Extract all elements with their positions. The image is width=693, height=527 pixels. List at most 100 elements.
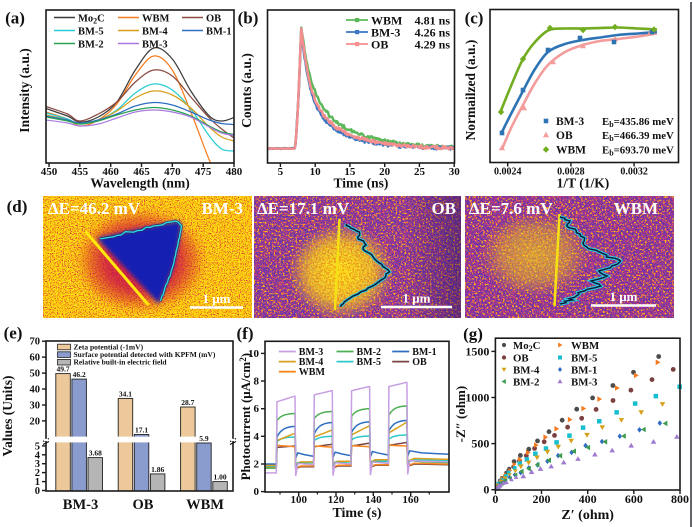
svg-text:WBM: WBM xyxy=(299,367,326,378)
svg-text:Normailzed (a.u.): Normailzed (a.u.) xyxy=(463,40,478,141)
svg-text:46.2: 46.2 xyxy=(73,370,86,379)
svg-text:400: 400 xyxy=(579,492,597,506)
svg-text:Eb=435.86 meV: Eb=435.86 meV xyxy=(602,116,674,129)
svg-text:OB: OB xyxy=(431,199,456,218)
svg-text:10: 10 xyxy=(310,166,322,178)
svg-text:20: 20 xyxy=(30,416,41,427)
svg-text:(b): (b) xyxy=(238,9,259,28)
svg-text:3.68: 3.68 xyxy=(89,449,102,458)
svg-text:0.0028: 0.0028 xyxy=(557,167,585,178)
svg-text:1500: 1500 xyxy=(465,344,489,358)
svg-text:BM-5: BM-5 xyxy=(357,357,381,368)
svg-text:1 μm: 1 μm xyxy=(610,289,638,304)
svg-text:1 μm: 1 μm xyxy=(203,291,231,306)
svg-text:BM-4: BM-4 xyxy=(513,365,540,377)
svg-text:ΔE=17.1 mV: ΔE=17.1 mV xyxy=(257,199,350,218)
svg-text:50: 50 xyxy=(30,369,41,380)
svg-text:120: 120 xyxy=(328,494,345,506)
svg-text:15: 15 xyxy=(344,166,356,178)
svg-text:0: 0 xyxy=(483,483,489,497)
svg-text:470: 470 xyxy=(164,166,181,178)
svg-text:BM-5: BM-5 xyxy=(571,353,597,365)
svg-text:0: 0 xyxy=(492,492,498,506)
svg-text:BM-4: BM-4 xyxy=(299,357,323,368)
svg-text:BM-3: BM-3 xyxy=(142,40,168,51)
svg-text:OB: OB xyxy=(556,130,573,142)
svg-text:1: 1 xyxy=(35,477,40,488)
svg-text:0.0032: 0.0032 xyxy=(620,167,648,178)
svg-text:OB: OB xyxy=(133,497,154,513)
svg-text:(f): (f) xyxy=(237,324,254,343)
svg-text:OB: OB xyxy=(513,353,529,365)
svg-text:ΔE=7.6 mV: ΔE=7.6 mV xyxy=(469,199,553,218)
svg-text:Photocurrent (μA/cm2): Photocurrent (μA/cm2) xyxy=(238,353,253,481)
svg-text:28.7: 28.7 xyxy=(181,398,194,407)
svg-text:200: 200 xyxy=(533,492,551,506)
svg-text:Relative built-in electric fie: Relative built-in electric field xyxy=(74,358,168,367)
svg-text:0.0024: 0.0024 xyxy=(494,167,522,178)
svg-text:OB: OB xyxy=(206,14,221,25)
svg-text:5.9: 5.9 xyxy=(199,434,209,443)
svg-text:ΔE=46.2 mV: ΔE=46.2 mV xyxy=(48,199,141,218)
svg-text:WBM: WBM xyxy=(571,340,599,352)
svg-text:4: 4 xyxy=(35,450,41,461)
svg-text:475: 475 xyxy=(195,166,212,178)
svg-text:20: 20 xyxy=(379,166,391,178)
svg-text:1.00: 1.00 xyxy=(213,473,226,482)
svg-text:600: 600 xyxy=(625,492,643,506)
svg-text:BM-3: BM-3 xyxy=(201,199,243,218)
svg-text:500: 500 xyxy=(471,437,489,451)
svg-text:(c): (c) xyxy=(465,9,484,28)
svg-text:BM-3: BM-3 xyxy=(299,347,323,358)
svg-text:5: 5 xyxy=(278,166,284,178)
svg-text:Z′ (ohm): Z′ (ohm) xyxy=(561,508,614,523)
svg-text:49.7: 49.7 xyxy=(56,365,69,374)
svg-text:60: 60 xyxy=(30,353,41,364)
svg-text:BM-2: BM-2 xyxy=(513,377,539,389)
svg-text:WBM: WBM xyxy=(371,14,402,28)
svg-text:BM-3: BM-3 xyxy=(556,116,584,128)
svg-text:4.81 ns: 4.81 ns xyxy=(415,14,451,28)
svg-text:Zeta potential (-1mV): Zeta potential (-1mV) xyxy=(74,342,144,351)
svg-text:140: 140 xyxy=(365,494,382,506)
svg-text:460: 460 xyxy=(102,166,119,178)
svg-text:(a): (a) xyxy=(5,9,25,28)
svg-text:40: 40 xyxy=(30,385,41,396)
svg-text:(e): (e) xyxy=(4,324,23,343)
svg-text:Eb=693.70 meV: Eb=693.70 meV xyxy=(602,145,674,158)
svg-text:Surface potential detected wit: Surface potential detected with KPFM (mV… xyxy=(74,350,216,359)
svg-text:3: 3 xyxy=(35,459,40,470)
svg-text:8: 8 xyxy=(254,376,260,388)
svg-text:WBM: WBM xyxy=(186,497,224,513)
svg-text:BM-3: BM-3 xyxy=(571,377,598,389)
svg-text:0: 0 xyxy=(254,486,260,498)
svg-text:WBM: WBM xyxy=(142,14,170,25)
svg-text:Time (s): Time (s) xyxy=(332,506,381,521)
svg-text:BM-5: BM-5 xyxy=(78,27,104,38)
svg-text:Values (Units): Values (Units) xyxy=(0,376,15,457)
svg-text:Eb=466.39 meV: Eb=466.39 meV xyxy=(602,130,674,143)
svg-text:Counts (a.u.): Counts (a.u.) xyxy=(239,53,254,128)
svg-text:4: 4 xyxy=(254,431,260,443)
svg-text:450: 450 xyxy=(41,166,58,178)
svg-text:0: 0 xyxy=(35,486,40,497)
svg-text:10: 10 xyxy=(248,348,260,360)
svg-text:4.26 ns: 4.26 ns xyxy=(415,26,451,40)
svg-text:BM-1: BM-1 xyxy=(206,27,232,38)
svg-text:1/T (1/K): 1/T (1/K) xyxy=(557,176,610,191)
svg-text:4.29 ns: 4.29 ns xyxy=(415,38,451,52)
svg-text:WBM: WBM xyxy=(556,145,586,157)
svg-text:6: 6 xyxy=(254,403,260,415)
svg-text:34.1: 34.1 xyxy=(119,389,132,398)
svg-text:17.1: 17.1 xyxy=(135,426,148,435)
svg-text:465: 465 xyxy=(133,166,150,178)
svg-text:(g): (g) xyxy=(463,325,483,344)
svg-text:OB: OB xyxy=(412,357,427,368)
svg-text:2: 2 xyxy=(254,458,260,470)
svg-text:Wavelength (nm): Wavelength (nm) xyxy=(90,176,189,191)
svg-text:BM-2: BM-2 xyxy=(357,347,381,358)
svg-text:70: 70 xyxy=(30,337,41,348)
svg-text:1 μm: 1 μm xyxy=(403,291,431,306)
svg-text:2: 2 xyxy=(35,468,40,479)
svg-text:BM-4: BM-4 xyxy=(142,27,168,38)
